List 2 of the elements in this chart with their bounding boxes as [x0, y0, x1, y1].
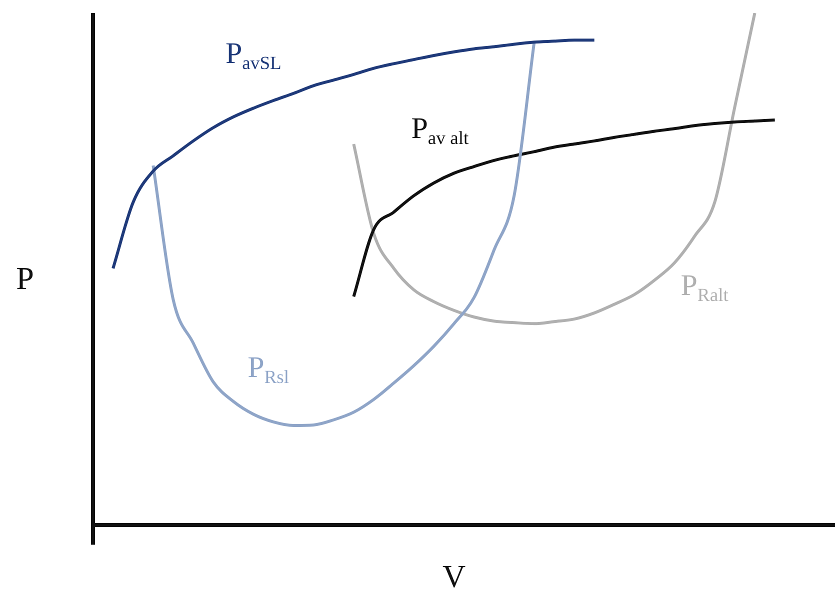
y-axis-title: P — [16, 260, 34, 296]
x-axis-title: V — [442, 558, 466, 594]
